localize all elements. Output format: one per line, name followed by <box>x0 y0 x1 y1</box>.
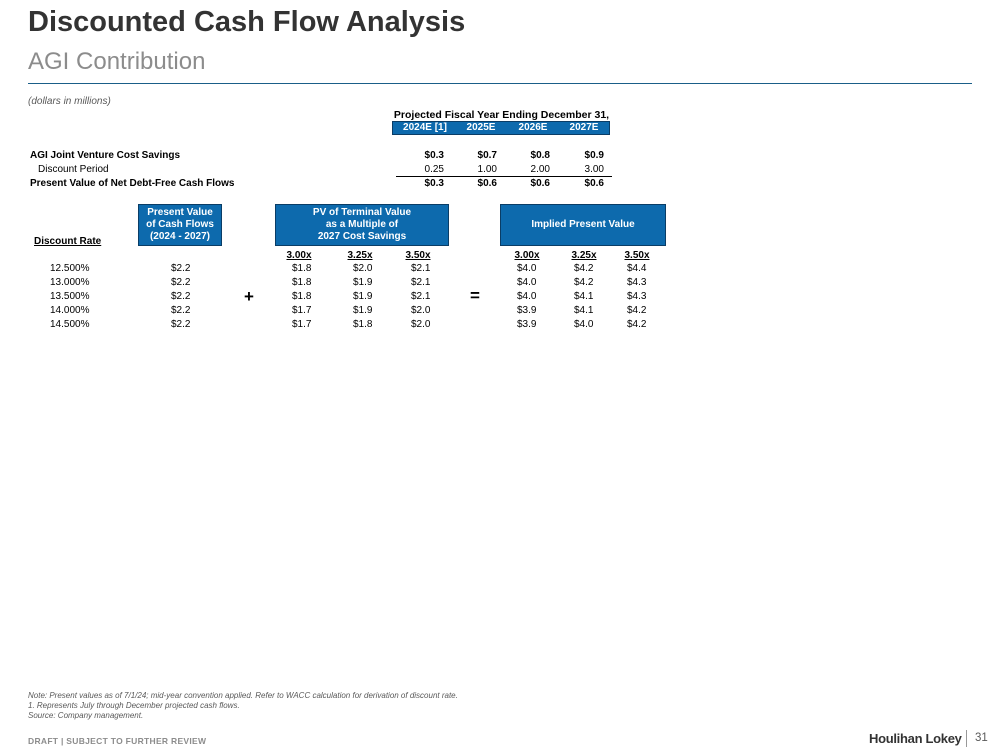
discount-rate-cell: 13.000% <box>50 277 90 288</box>
units-note: (dollars in millions) <box>28 96 111 107</box>
pv-cash-flow-cell: $2.2 <box>171 277 191 288</box>
title-divider <box>28 83 972 84</box>
header-line: (2024 - 2027) <box>149 231 211 242</box>
implied-value-cell: $4.3 <box>627 291 647 302</box>
implied-present-value-header: Implied Present Value <box>500 204 666 246</box>
row-label-cost-savings: AGI Joint Venture Cost Savings <box>30 150 181 161</box>
header-line: PV of Terminal Value <box>312 207 412 218</box>
implied-value-cell: $4.1 <box>574 291 594 302</box>
implied-value-cell: $4.1 <box>574 305 594 316</box>
table-cell: $0.3 <box>424 150 444 161</box>
footer-divider <box>966 730 967 747</box>
discount-rate-header: Discount Rate <box>34 236 102 247</box>
table-cell: $0.6 <box>530 178 550 189</box>
header-line: as a Multiple of <box>325 219 399 230</box>
footnotes: Note: Present values as of 7/1/24; mid-y… <box>28 691 458 721</box>
equals-symbol: = <box>470 286 480 305</box>
tv-multiple-header: 3.50x <box>405 250 431 261</box>
pv-cash-flow-cell: $2.2 <box>171 291 191 302</box>
table-cell: $0.6 <box>584 178 604 189</box>
total-underline <box>396 176 612 177</box>
terminal-value-cell: $1.8 <box>353 319 373 330</box>
page-title: Discounted Cash Flow Analysis <box>28 6 466 38</box>
table-cell: $0.9 <box>584 150 604 161</box>
implied-value-cell: $4.2 <box>574 263 594 274</box>
brand-logo: Houlihan Lokey <box>869 731 962 746</box>
terminal-value-cell: $1.9 <box>353 277 373 288</box>
implied-value-cell: $4.0 <box>574 319 594 330</box>
table-cell: $0.3 <box>424 178 444 189</box>
footnote-line: 1. Represents July through December proj… <box>28 701 240 710</box>
discount-rate-cell: 14.000% <box>50 305 90 316</box>
terminal-value-cell: $1.8 <box>292 277 312 288</box>
implied-value-cell: $4.0 <box>517 291 537 302</box>
pv-cash-flow-cell: $2.2 <box>171 263 191 274</box>
implied-multiple-header: 3.25x <box>571 250 597 261</box>
implied-value-cell: $4.3 <box>627 277 647 288</box>
terminal-value-cell: $1.9 <box>353 291 373 302</box>
header-line: Present Value <box>147 207 213 218</box>
draft-label: DRAFT | SUBJECT TO FURTHER REVIEW <box>28 736 207 746</box>
row-label-present-value: Present Value of Net Debt-Free Cash Flow… <box>30 178 235 189</box>
terminal-value-cell: $1.7 <box>292 319 312 330</box>
page-subtitle: AGI Contribution <box>28 48 206 75</box>
table-cell: $0.7 <box>477 150 497 161</box>
implied-value-cell: $3.9 <box>517 305 537 316</box>
terminal-value-cell: $2.0 <box>411 319 431 330</box>
year-header-bar: 2024E [1] 2025E 2026E 2027E <box>392 121 610 135</box>
implied-value-cell: $4.0 <box>517 277 537 288</box>
terminal-value-cell: $2.1 <box>411 263 431 274</box>
header-line: of Cash Flows <box>146 219 214 230</box>
terminal-value-cell: $1.7 <box>292 305 312 316</box>
tv-multiple-header: 3.25x <box>347 250 373 261</box>
table-cell: 3.00 <box>584 164 604 175</box>
discount-rate-cell: 13.500% <box>50 291 90 302</box>
year-header: 2027E <box>569 122 599 133</box>
footnote-line: Note: Present values as of 7/1/24; mid-y… <box>28 691 458 700</box>
terminal-value-cell: $2.1 <box>411 277 431 288</box>
table-cell: 2.00 <box>530 164 550 175</box>
terminal-value-cell: $2.0 <box>411 305 431 316</box>
terminal-value-cell: $1.8 <box>292 291 312 302</box>
tv-multiple-header: 3.00x <box>286 250 312 261</box>
header-line: 2027 Cost Savings <box>317 231 407 242</box>
implied-value-cell: $4.2 <box>627 319 647 330</box>
table-cell: 1.00 <box>477 164 497 175</box>
implied-value-cell: $4.0 <box>517 263 537 274</box>
table-cell: 0.25 <box>424 164 444 175</box>
implied-multiple-header: 3.00x <box>514 250 540 261</box>
table-cell: $0.6 <box>477 178 497 189</box>
row-label-discount-period: Discount Period <box>38 164 109 175</box>
pv-cash-flows-header: Present Value of Cash Flows (2024 - 2027… <box>138 204 222 246</box>
implied-multiple-header: 3.50x <box>624 250 650 261</box>
discount-rate-cell: 12.500% <box>50 263 90 274</box>
terminal-value-cell: $2.0 <box>353 263 373 274</box>
terminal-value-cell: $1.8 <box>292 263 312 274</box>
implied-value-cell: $4.4 <box>627 263 647 274</box>
implied-value-cell: $4.2 <box>574 277 594 288</box>
year-header: 2025E <box>466 122 496 133</box>
projection-period-header: Projected Fiscal Year Ending December 31… <box>393 109 610 121</box>
pv-cash-flow-cell: $2.2 <box>171 319 191 330</box>
terminal-value-cell: $2.1 <box>411 291 431 302</box>
year-header: 2026E <box>518 122 548 133</box>
implied-value-cell: $4.2 <box>627 305 647 316</box>
footnote-line: Source: Company management. <box>28 711 144 720</box>
header-line: Implied Present Value <box>531 219 635 230</box>
pv-cash-flow-cell: $2.2 <box>171 305 191 316</box>
table-cell: $0.8 <box>530 150 550 161</box>
pv-terminal-value-header: PV of Terminal Value as a Multiple of 20… <box>275 204 449 246</box>
implied-value-cell: $3.9 <box>517 319 537 330</box>
discount-rate-cell: 14.500% <box>50 319 90 330</box>
terminal-value-cell: $1.9 <box>353 305 373 316</box>
plus-symbol: + <box>244 287 254 306</box>
page-number: 31 <box>975 732 988 744</box>
year-header: 2024E [1] <box>403 122 447 133</box>
